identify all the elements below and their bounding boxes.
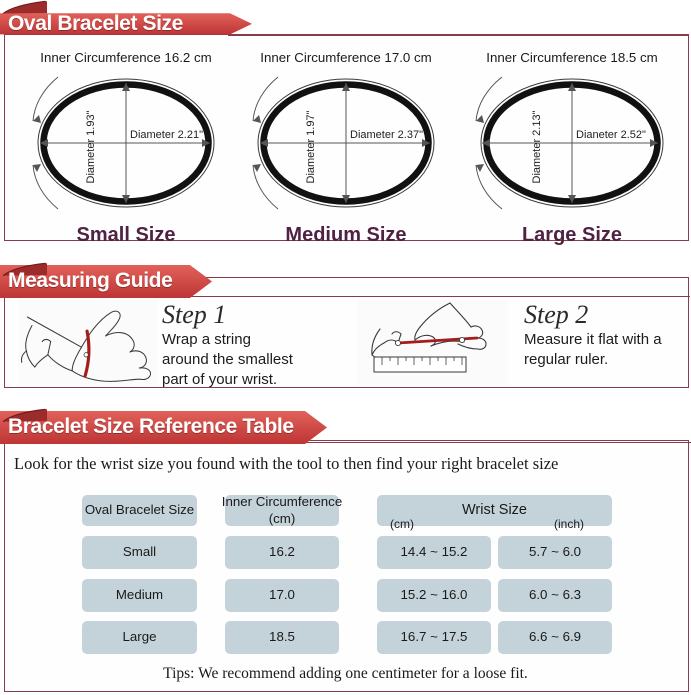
- svg-text:Diameter 2.21": Diameter 2.21": [130, 129, 203, 141]
- svg-text:Diameter 1.93": Diameter 1.93": [85, 110, 97, 183]
- svg-text:Diameter 2.37": Diameter 2.37": [350, 129, 423, 141]
- svg-text:Diameter 2.13": Diameter 2.13": [531, 110, 543, 183]
- svg-text:Diameter 1.97": Diameter 1.97": [305, 110, 317, 183]
- svg-text:Dianeter 2.52": Dianeter 2.52": [576, 129, 646, 141]
